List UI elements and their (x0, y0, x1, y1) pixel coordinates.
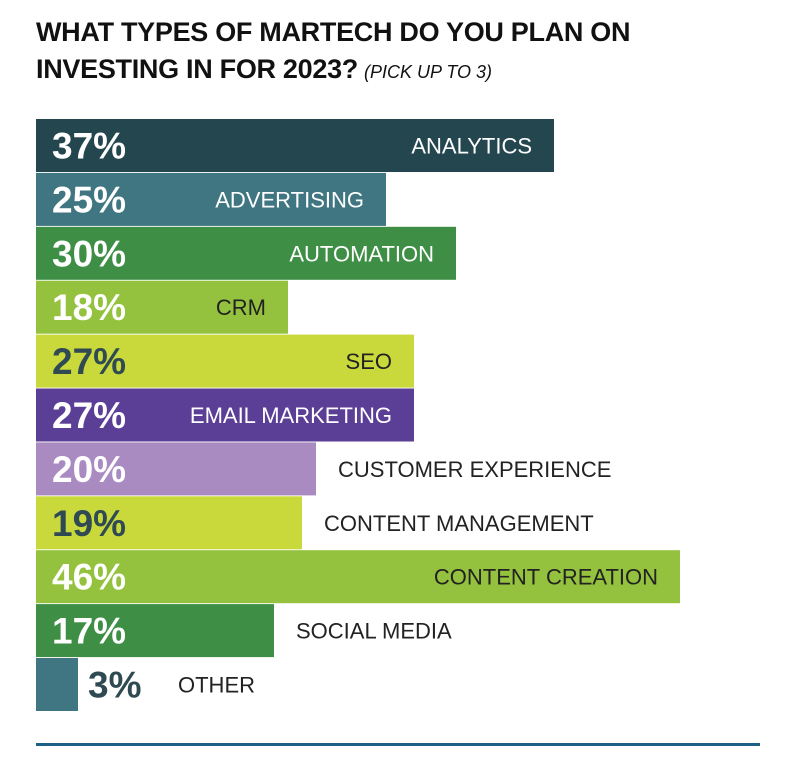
bar-group-analytics: 37% ANALYTICS (36, 119, 554, 172)
bar-automation (36, 226, 456, 280)
category-label-advertising: ADVERTISING (215, 187, 364, 212)
category-label-content-creation: CONTENT CREATION (434, 565, 658, 590)
value-label-seo: 27% (52, 341, 126, 382)
bar-group-crm: 18% CRM (36, 280, 288, 334)
value-label-social-media: 17% (52, 611, 126, 652)
value-label-email-marketing: 27% (52, 395, 126, 436)
category-label-email-marketing: EMAIL MARKETING (190, 403, 392, 428)
value-label-crm: 18% (52, 287, 126, 328)
chart-title-note: (PICK UP TO 3) (363, 62, 493, 82)
bar-group-email-marketing: 27% EMAIL MARKETING (36, 388, 414, 442)
chart-title: WHAT TYPES OF MARTECH DO YOU PLAN ON INV… (36, 14, 756, 91)
chart-title-line-2: INVESTING IN FOR 2023? (PICK UP TO 3) (36, 51, 756, 91)
bar-group-seo: 27% SEO (36, 334, 414, 388)
bar-other (36, 658, 78, 711)
bottom-rule (36, 743, 760, 746)
bar-email-marketing (36, 388, 414, 442)
bar-content-creation (36, 550, 680, 604)
value-label-content-management: 19% (52, 503, 126, 544)
bar-advertising (36, 172, 386, 226)
bar-content-management (36, 496, 302, 550)
value-label-automation: 30% (52, 233, 126, 274)
value-label-other: 3% (88, 665, 141, 706)
bar-group-content-creation: 46% CONTENT CREATION (36, 550, 680, 604)
bar-seo (36, 334, 414, 388)
bar-group-advertising: 25% ADVERTISING (36, 172, 386, 226)
bar-social-media (36, 604, 274, 658)
value-label-content-creation: 46% (52, 557, 126, 598)
category-label-customer-experience: CUSTOMER EXPERIENCE (338, 457, 611, 482)
bar-analytics (36, 119, 554, 172)
value-label-analytics: 37% (52, 126, 126, 167)
bar-group-automation: 30% AUTOMATION (36, 226, 456, 280)
bar-group-content-management: 19% CONTENT MANAGEMENT (36, 496, 594, 550)
category-label-automation: AUTOMATION (289, 241, 434, 266)
category-label-content-management: CONTENT MANAGEMENT (324, 511, 594, 536)
chart-title-line-2-text: INVESTING IN FOR 2023? (36, 54, 358, 84)
category-label-other: OTHER (178, 673, 255, 698)
bar-customer-experience (36, 442, 316, 496)
bar-crm (36, 280, 288, 334)
category-label-social-media: SOCIAL MEDIA (296, 619, 452, 644)
bar-group-customer-experience: 20% CUSTOMER EXPERIENCE (36, 442, 611, 496)
chart-title-line-1: WHAT TYPES OF MARTECH DO YOU PLAN ON (36, 17, 631, 47)
category-label-analytics: ANALYTICS (411, 134, 532, 159)
value-label-customer-experience: 20% (52, 449, 126, 490)
bar-group-social-media: 17% SOCIAL MEDIA (36, 604, 452, 658)
bar-group-other: 3% OTHER (36, 658, 255, 711)
category-label-crm: CRM (216, 295, 266, 320)
value-label-advertising: 25% (52, 179, 126, 220)
category-label-seo: SEO (346, 349, 392, 374)
